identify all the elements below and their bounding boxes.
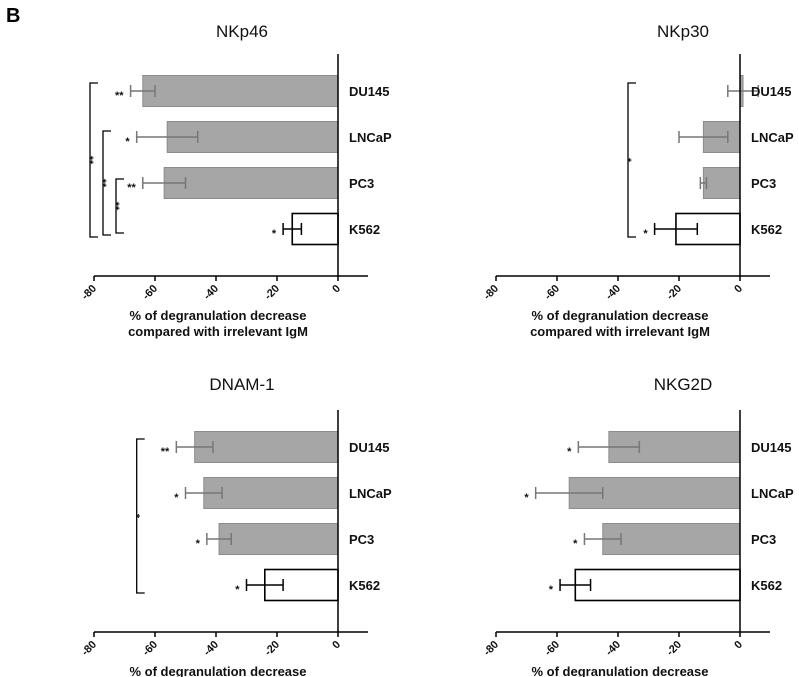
error-bar-pc3 [583, 533, 622, 545]
significance-label: * [272, 228, 277, 240]
x-axis-label: % of degranulation decrease [532, 308, 709, 323]
x-tick-label: -40 [201, 639, 221, 659]
significance-label: * [549, 584, 554, 596]
chart-title: NKp46 [216, 22, 268, 41]
chart-title: DNAM-1 [209, 375, 274, 394]
category-label-lncap: LNCaP [751, 130, 794, 145]
significance-bracket-label: * [130, 514, 142, 519]
category-label-pc3: PC3 [349, 176, 374, 191]
category-label-k562: K562 [751, 578, 782, 593]
error-bar-lncap [678, 131, 729, 143]
x-axis-label: % of degranulation decrease [532, 664, 709, 677]
x-axis-label: compared with irrelevant IgM [530, 324, 710, 339]
x-axis-label: % of degranulation decrease [130, 664, 307, 677]
bar-pc3 [218, 523, 339, 555]
error-bar-k562 [245, 579, 284, 591]
category-label-lncap: LNCaP [751, 486, 794, 501]
significance-label: * [196, 538, 201, 550]
x-tick-label: -20 [262, 639, 282, 659]
x-tick-label: -60 [140, 283, 160, 303]
significance-bracket [102, 130, 111, 236]
significance-label: * [567, 446, 572, 458]
error-bar-lncap [135, 131, 199, 143]
significance-label: ** [127, 182, 136, 194]
category-label-du145: DU145 [349, 440, 389, 455]
error-bar-du145 [175, 441, 214, 453]
x-tick-label: -80 [79, 639, 99, 659]
significance-bracket-label: ** [109, 202, 121, 211]
bar-du145 [194, 431, 339, 463]
error-bar-du145 [129, 85, 156, 97]
error-bar-k562 [559, 579, 592, 591]
significance-bracket-label: * [621, 158, 633, 163]
significance-bracket [136, 438, 145, 594]
x-axis-label: % of degranulation decrease [130, 308, 307, 323]
x-tick-label: 0 [732, 639, 745, 652]
x-tick-label: -40 [201, 283, 221, 303]
category-label-du145: DU145 [751, 440, 791, 455]
x-tick-label: -80 [481, 283, 501, 303]
error-bar-lncap [184, 487, 223, 499]
category-label-pc3: PC3 [751, 532, 776, 547]
bar-k562 [574, 568, 741, 602]
error-bar-lncap [534, 487, 604, 499]
chart-panel-nkg2d: NKG2D DU145 * LNCaP * PC3 * K562 * -80 -60 -40 -20 0%… [481, 375, 794, 677]
category-label-du145: DU145 [751, 84, 791, 99]
chart-panel-dnam-1: DNAM-1 DU145 ** LNCaP * PC3 * K562 * -80 -60 -40 -20… [79, 375, 392, 677]
category-label-du145: DU145 [349, 84, 389, 99]
x-tick-label: 0 [330, 639, 343, 652]
x-tick-label: -40 [603, 283, 623, 303]
significance-label: ** [161, 446, 170, 458]
significance-label: * [643, 228, 648, 240]
category-label-lncap: LNCaP [349, 130, 392, 145]
category-label-k562: K562 [751, 222, 782, 237]
significance-label: * [235, 584, 240, 596]
bar-du145 [142, 75, 339, 107]
category-label-k562: K562 [349, 222, 380, 237]
category-label-lncap: LNCaP [349, 486, 392, 501]
chart-panel-nkp30: NKp30 DU145 LNCaP PC3 K562 * -80 -60 -40 -20 0 % of… [481, 22, 794, 339]
chart-title: NKp30 [657, 22, 709, 41]
x-tick-label: -20 [262, 283, 282, 303]
category-label-k562: K562 [349, 578, 380, 593]
chart-panel-nkp46: NKp46 DU145 ** LNCaP * PC3 ** K562 * -80 -60 -40 -20… [79, 22, 392, 339]
chart-title: NKG2D [654, 375, 713, 394]
x-tick-label: -60 [542, 639, 562, 659]
bar-lncap [203, 477, 339, 509]
significance-bracket-label: ** [96, 179, 108, 188]
significance-label: * [125, 136, 130, 148]
error-bar-pc3 [142, 177, 187, 189]
x-tick-label: -60 [140, 639, 160, 659]
bar-pc3 [702, 167, 741, 199]
error-bar-k562 [282, 223, 303, 235]
x-tick-label: 0 [330, 283, 343, 296]
significance-label: * [524, 492, 529, 504]
error-bar-k562 [653, 223, 699, 235]
x-tick-label: -80 [79, 283, 99, 303]
error-bar-du145 [577, 441, 641, 453]
category-label-pc3: PC3 [349, 532, 374, 547]
bar-pc3 [163, 167, 339, 199]
error-bar-pc3 [699, 177, 708, 189]
category-label-pc3: PC3 [751, 176, 776, 191]
significance-bracket-label: ** [83, 156, 95, 165]
significance-bracket [89, 82, 98, 238]
x-tick-label: -80 [481, 639, 501, 659]
x-tick-label: -40 [603, 639, 623, 659]
panel-letter: B [6, 5, 20, 27]
x-tick-label: -20 [664, 283, 684, 303]
significance-label: * [573, 538, 578, 550]
significance-bracket [115, 178, 124, 234]
bar-pc3 [602, 523, 741, 555]
x-tick-label: 0 [732, 283, 745, 296]
significance-label: ** [115, 90, 124, 102]
error-bar-du145 [727, 85, 760, 97]
significance-bracket [627, 82, 636, 238]
x-axis-label: compared with irrelevant IgM [128, 324, 308, 339]
error-bar-pc3 [206, 533, 232, 545]
x-tick-label: -60 [542, 283, 562, 303]
significance-label: * [174, 492, 179, 504]
x-tick-label: -20 [664, 639, 684, 659]
